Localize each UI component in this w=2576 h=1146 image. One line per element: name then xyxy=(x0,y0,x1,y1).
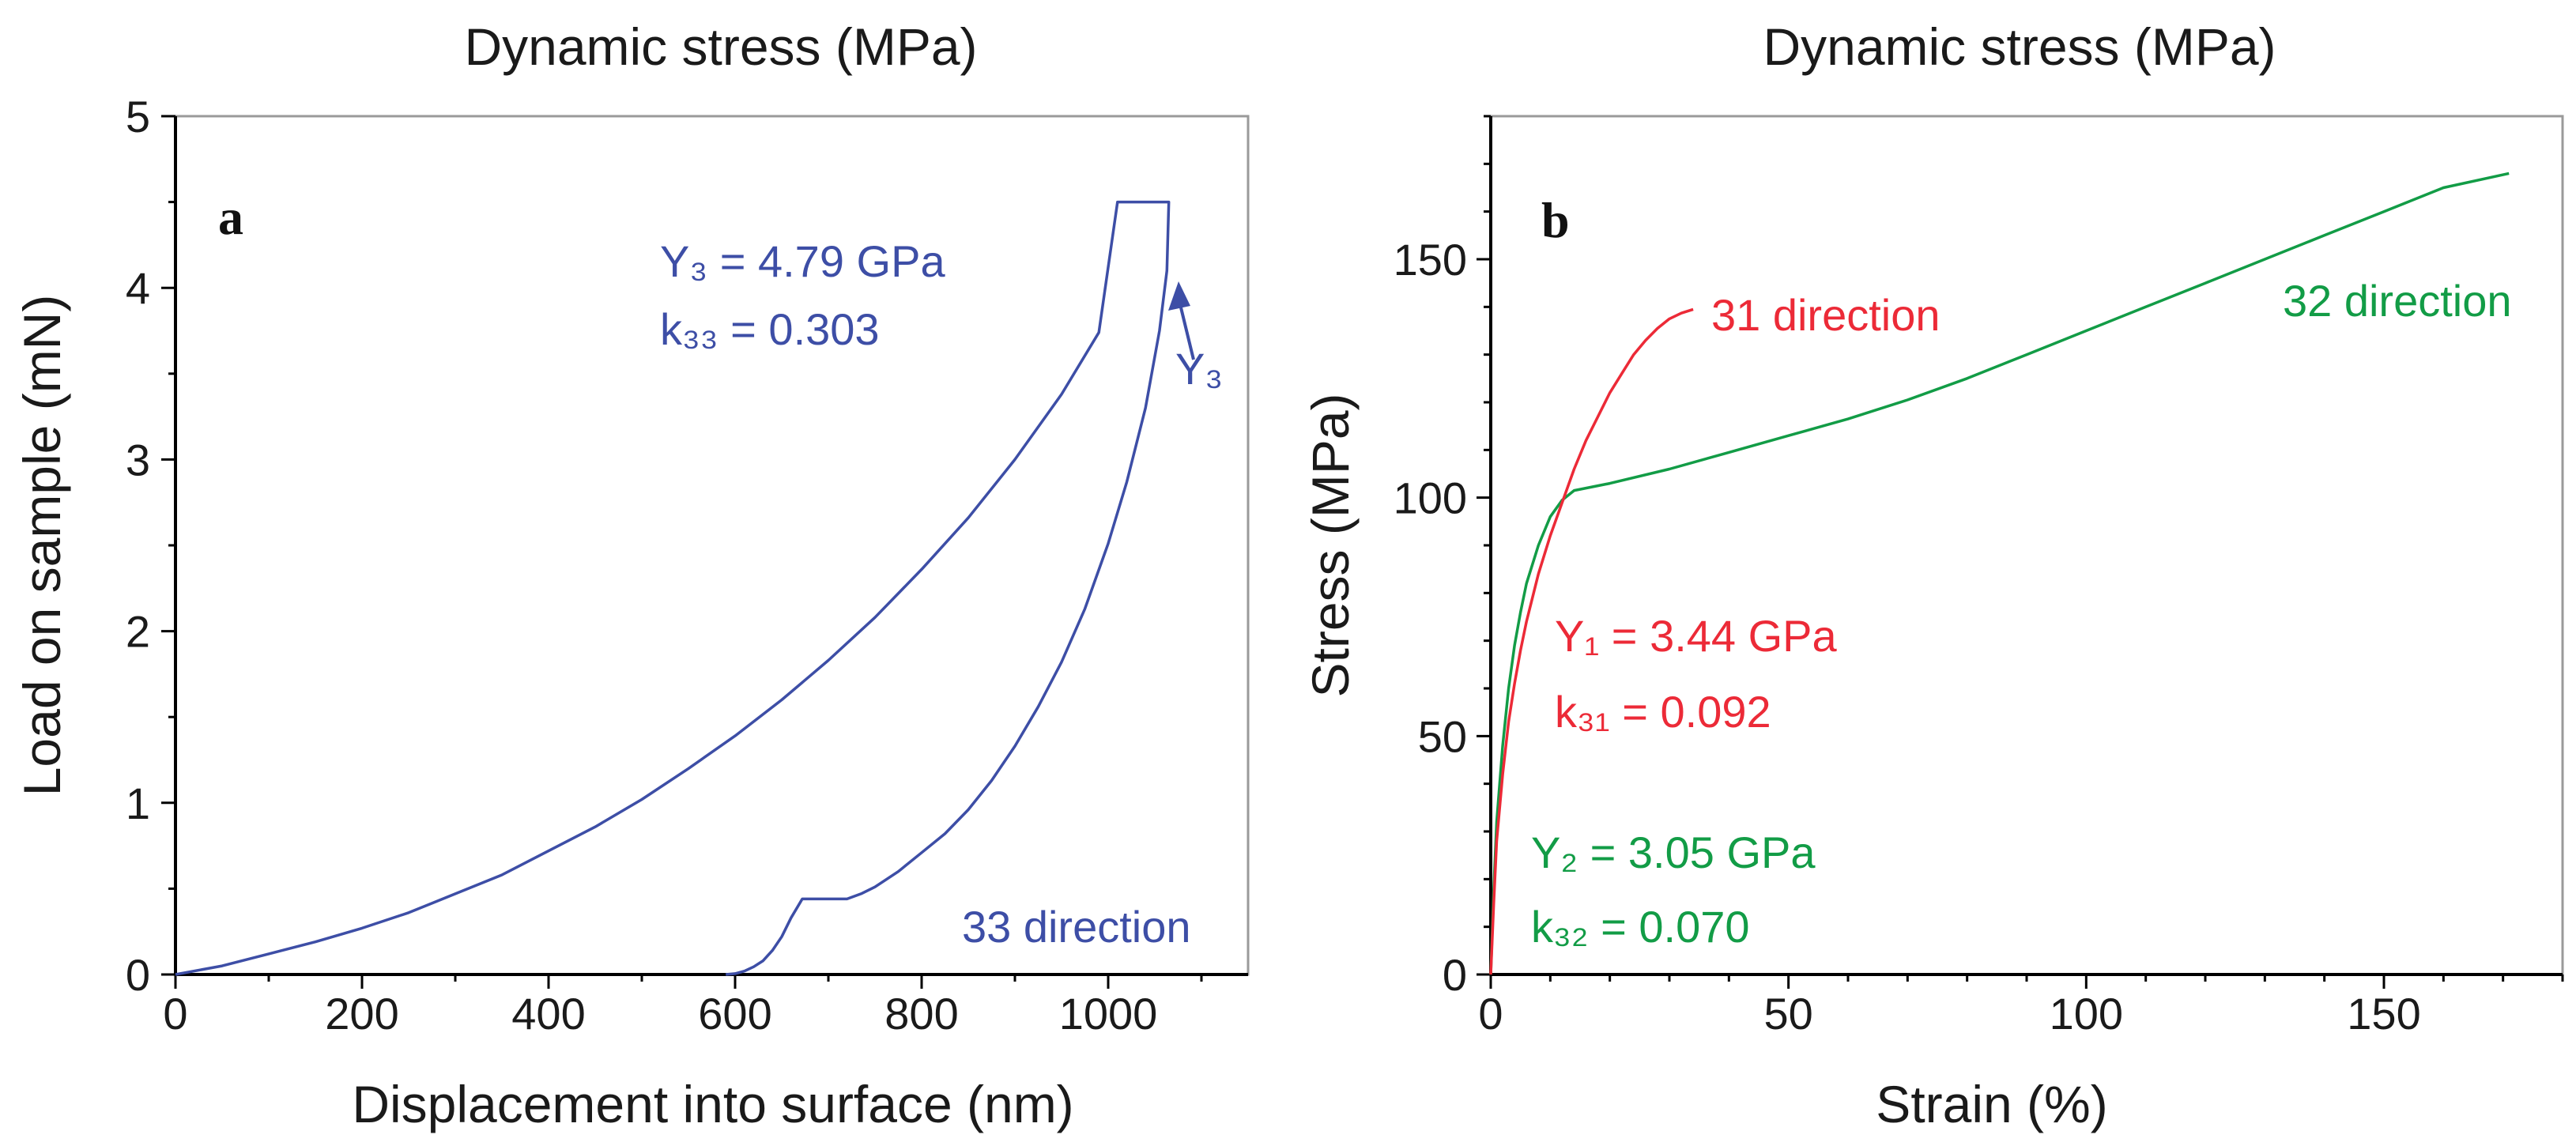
panel-b-series-31-direction-line xyxy=(1489,307,1694,975)
panel-a-y-tick-label: 5 xyxy=(126,92,150,141)
panel-a-series-33-direction-line xyxy=(175,200,1171,976)
panel-b-annotation-k31: k₃₁ = 0.092 xyxy=(1555,687,1771,737)
panel-a-title: Dynamic stress (MPa) xyxy=(464,17,977,76)
panel-b-y-tick-label: 0 xyxy=(1443,950,1467,1000)
panel-b-x-tick-label: 0 xyxy=(1478,989,1503,1039)
panel-a-x-tick-label: 0 xyxy=(163,989,187,1039)
panel-a-annotation-k33: k₃₃ = 0.303 xyxy=(660,304,880,354)
panel-a-y-tick-label: 0 xyxy=(126,950,150,1000)
panel-b-x-tick-label: 100 xyxy=(2050,989,2123,1039)
panel-b-annotation-y2: Y₂ = 3.05 GPa xyxy=(1531,827,1816,877)
panel-a-y-tick-label: 2 xyxy=(126,607,150,657)
panel-a-letter: a xyxy=(218,189,243,245)
panel-b-x-tick-label: 150 xyxy=(2347,989,2420,1039)
panel-a-annotation-y3: Y₃ = 4.79 GPa xyxy=(660,236,945,286)
panel-a-x-tick-labels: 0 200 400 600 800 1000 xyxy=(163,989,1157,1039)
panel-a-x-tick-label: 400 xyxy=(511,989,585,1039)
panel-b-y-tick-labels: 0 50 100 150 xyxy=(1394,235,1467,1000)
panel-a-y-axis-title: Load on sample (mN) xyxy=(13,295,71,797)
panel-a-y3-arrow xyxy=(1179,303,1195,360)
panel-a-direction-label: 33 direction xyxy=(962,902,1191,952)
panel-b: Dynamic stress (MPa) 0 50 100 150 0 50 1… xyxy=(1301,17,2564,1133)
panel-b-direction-32-label: 32 direction xyxy=(2283,276,2512,326)
panel-a-x-tick-label: 600 xyxy=(698,989,771,1039)
panel-b-x-axis-title: Strain (%) xyxy=(1876,1075,2107,1133)
panel-a: Dynamic stress (MPa) 0 200 400 600 800 1… xyxy=(13,17,1250,1133)
panel-a-y-tick-label: 1 xyxy=(126,778,150,828)
panel-a-x-tick-label: 200 xyxy=(325,989,398,1039)
panel-b-ticks xyxy=(1477,115,2564,989)
panel-a-y-tick-labels: 0 1 2 3 4 5 xyxy=(126,92,150,1000)
panel-b-title: Dynamic stress (MPa) xyxy=(1763,17,2276,76)
panel-b-y-tick-label: 150 xyxy=(1394,235,1467,285)
panel-b-annotation-k32: k₃₂ = 0.070 xyxy=(1531,902,1750,952)
panel-b-y-tick-label: 50 xyxy=(1418,711,1467,761)
panel-a-x-axis-title: Displacement into surface (nm) xyxy=(352,1075,1073,1133)
panel-b-y-tick-label: 100 xyxy=(1394,473,1467,523)
panel-b-y-axis-title: Stress (MPa) xyxy=(1301,393,1360,697)
panel-a-x-tick-label: 800 xyxy=(884,989,958,1039)
panel-a-y3-marker-label: Y₃ xyxy=(1175,344,1223,394)
panel-b-letter: b xyxy=(1541,192,1570,248)
panel-b-x-tick-label: 50 xyxy=(1764,989,1813,1039)
panel-a-ticks xyxy=(161,115,1203,989)
panel-b-direction-31-label: 31 direction xyxy=(1711,290,1940,340)
panel-b-series-32-direction-line xyxy=(1489,172,2510,975)
panel-a-y-tick-label: 3 xyxy=(126,435,150,484)
panel-a-y-tick-label: 4 xyxy=(126,263,150,313)
panel-b-x-tick-labels: 0 50 100 150 xyxy=(1478,989,2420,1039)
panel-b-annotation-y1: Y₁ = 3.44 GPa xyxy=(1555,611,1838,661)
panel-a-x-tick-label: 1000 xyxy=(1059,989,1158,1039)
panel-a-y3-arrowhead-icon xyxy=(1168,281,1190,311)
